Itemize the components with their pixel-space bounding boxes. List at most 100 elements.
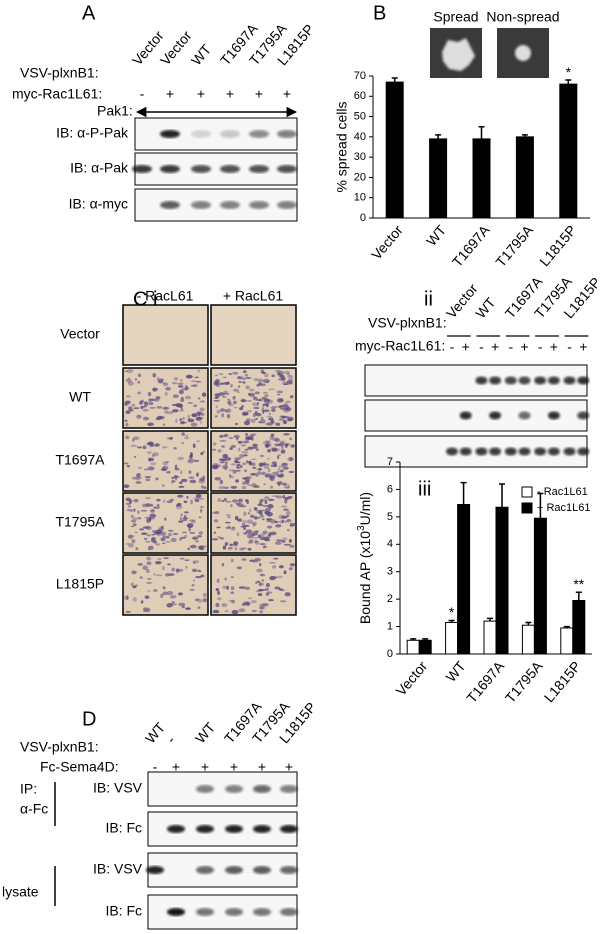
stained-cell (244, 480, 250, 485)
stained-cell (271, 448, 278, 452)
stained-cell (221, 413, 225, 418)
stained-cell (244, 586, 251, 590)
stained-cell (187, 525, 193, 528)
stained-cell (198, 497, 204, 500)
stained-cell (249, 514, 255, 519)
stained-cell (230, 576, 234, 578)
stained-cell (221, 445, 225, 448)
stained-cell (241, 558, 247, 561)
stained-cell (232, 544, 235, 547)
stained-cell (187, 401, 194, 404)
blot (147, 811, 298, 847)
stained-cell (259, 533, 265, 537)
stained-cell (247, 512, 251, 515)
stained-cell (123, 462, 129, 465)
stained-cell (241, 520, 248, 523)
stained-cell (263, 398, 270, 403)
bar (429, 138, 448, 219)
stained-cell (129, 508, 134, 512)
stained-cell (231, 609, 239, 615)
stained-cell (193, 459, 200, 463)
stained-cell (199, 477, 205, 482)
stained-cell (223, 390, 228, 394)
stained-cell (174, 464, 178, 469)
blot (147, 894, 298, 930)
stained-cell (187, 459, 194, 464)
stained-cell (272, 565, 277, 569)
stained-cell (130, 582, 135, 587)
stained-cell (224, 466, 228, 471)
stained-cell (228, 373, 233, 375)
group-label: IP: (20, 781, 37, 797)
stained-cell (251, 438, 254, 441)
stained-cell (189, 532, 196, 535)
stained-cell (139, 400, 143, 405)
stained-cell (282, 537, 288, 540)
stained-cell (125, 395, 131, 398)
y-tick-label: 7 (387, 456, 393, 468)
stained-cell (178, 520, 184, 523)
cell (442, 38, 475, 71)
stained-cell (123, 484, 130, 489)
stained-cell (199, 400, 206, 403)
stained-cell (160, 468, 168, 471)
stained-cell (146, 561, 152, 566)
stained-cell (258, 467, 262, 471)
stained-cell (290, 444, 296, 448)
stained-cell (250, 472, 257, 476)
legend-swatch (521, 486, 533, 498)
stained-cell (136, 414, 142, 419)
stained-cell (138, 477, 143, 480)
stained-cell (278, 520, 284, 524)
stained-cell (286, 528, 290, 532)
stained-cell (189, 452, 193, 457)
stained-cell (285, 400, 291, 403)
annotation: * (449, 604, 455, 620)
blot-band (220, 201, 240, 209)
stained-cell (164, 409, 168, 414)
error-bar (563, 625, 570, 628)
stained-cell (289, 544, 295, 548)
stained-cell (160, 525, 164, 530)
stained-cell (279, 600, 287, 603)
stained-cell (277, 370, 285, 376)
stained-cell (256, 568, 263, 573)
stained-cell (241, 485, 247, 490)
stained-cell (155, 543, 160, 546)
stained-cell (255, 589, 261, 593)
stained-cell (286, 380, 293, 385)
stained-cell (230, 463, 237, 466)
stained-cell (225, 500, 232, 503)
stained-cell (234, 422, 238, 426)
stained-cell (180, 478, 188, 483)
stained-cell (235, 461, 241, 464)
stained-cell (264, 496, 270, 500)
legend-swatch (521, 502, 533, 514)
stained-cell (137, 380, 141, 384)
stained-cell (176, 503, 179, 507)
stained-cell (151, 533, 156, 536)
annotation: * (566, 64, 572, 80)
stained-cell (271, 408, 276, 413)
y-tick-label: 2 (387, 593, 393, 605)
stained-cell (249, 437, 254, 440)
stained-cell (265, 463, 270, 466)
stained-cell (153, 506, 161, 510)
stained-cell (132, 523, 137, 527)
stained-cell (147, 577, 152, 580)
stained-cell (214, 381, 220, 386)
blot-band (132, 165, 152, 173)
blot-band (577, 376, 590, 385)
stained-cell (259, 536, 266, 539)
stained-cell (187, 418, 195, 423)
stained-cell (245, 498, 248, 503)
blot-band (225, 785, 243, 793)
stained-cell (271, 437, 279, 441)
bar (483, 620, 497, 655)
stained-cell (262, 546, 266, 549)
blot-label: IB: VSV (93, 861, 143, 877)
blot-band (146, 866, 164, 874)
stained-cell (175, 403, 182, 408)
stained-cell (177, 385, 184, 388)
stained-cell (244, 448, 249, 451)
